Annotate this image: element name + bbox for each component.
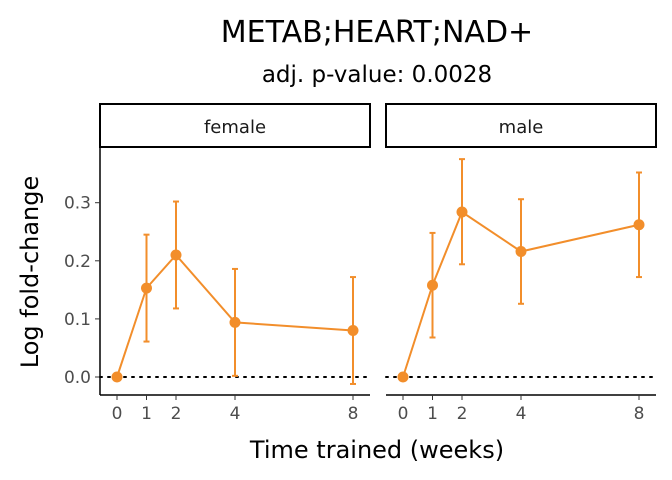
chart-subtitle: adj. p-value: 0.0028 (262, 62, 492, 88)
x-tick-label: 2 (457, 404, 468, 424)
data-point (111, 371, 123, 383)
chart-title: METAB;HEART;NAD+ (221, 15, 533, 50)
x-tick-label: 2 (171, 404, 182, 424)
data-point (633, 219, 645, 231)
x-tick-label: 0 (398, 404, 409, 424)
x-tick-label: 1 (141, 404, 152, 424)
y-tick-label: 0.3 (64, 194, 91, 214)
x-tick-label: 1 (427, 404, 438, 424)
panel-male: male 0 1 2 4 8 (385, 103, 657, 424)
x-tick-label: 0 (112, 404, 123, 424)
panel-female: female 0.0 0.1 0.2 0.3 0 1 2 4 8 (64, 103, 371, 424)
data-point (456, 206, 468, 218)
y-tick-label: 0.2 (64, 252, 91, 272)
x-tick-label: 4 (230, 404, 241, 424)
x-axis-title: Time trained (weeks) (249, 436, 504, 464)
x-tick-label: 4 (516, 404, 527, 424)
facet-strip-label: male (499, 117, 544, 138)
y-tick-label: 0.1 (64, 310, 91, 330)
data-point (347, 325, 359, 337)
data-point (427, 279, 438, 291)
facet-strip-label: female (204, 117, 266, 138)
x-tick-label: 8 (348, 404, 359, 424)
data-point (141, 282, 152, 294)
y-axis-title: Log fold-change (16, 176, 44, 369)
facet-strip (385, 103, 657, 148)
data-point (170, 249, 182, 261)
x-tick-label: 8 (634, 404, 645, 424)
y-tick-label: 0.0 (64, 368, 91, 388)
data-point (397, 371, 409, 383)
facet-strip (99, 103, 371, 148)
data-point (229, 316, 241, 328)
data-point (515, 246, 527, 258)
